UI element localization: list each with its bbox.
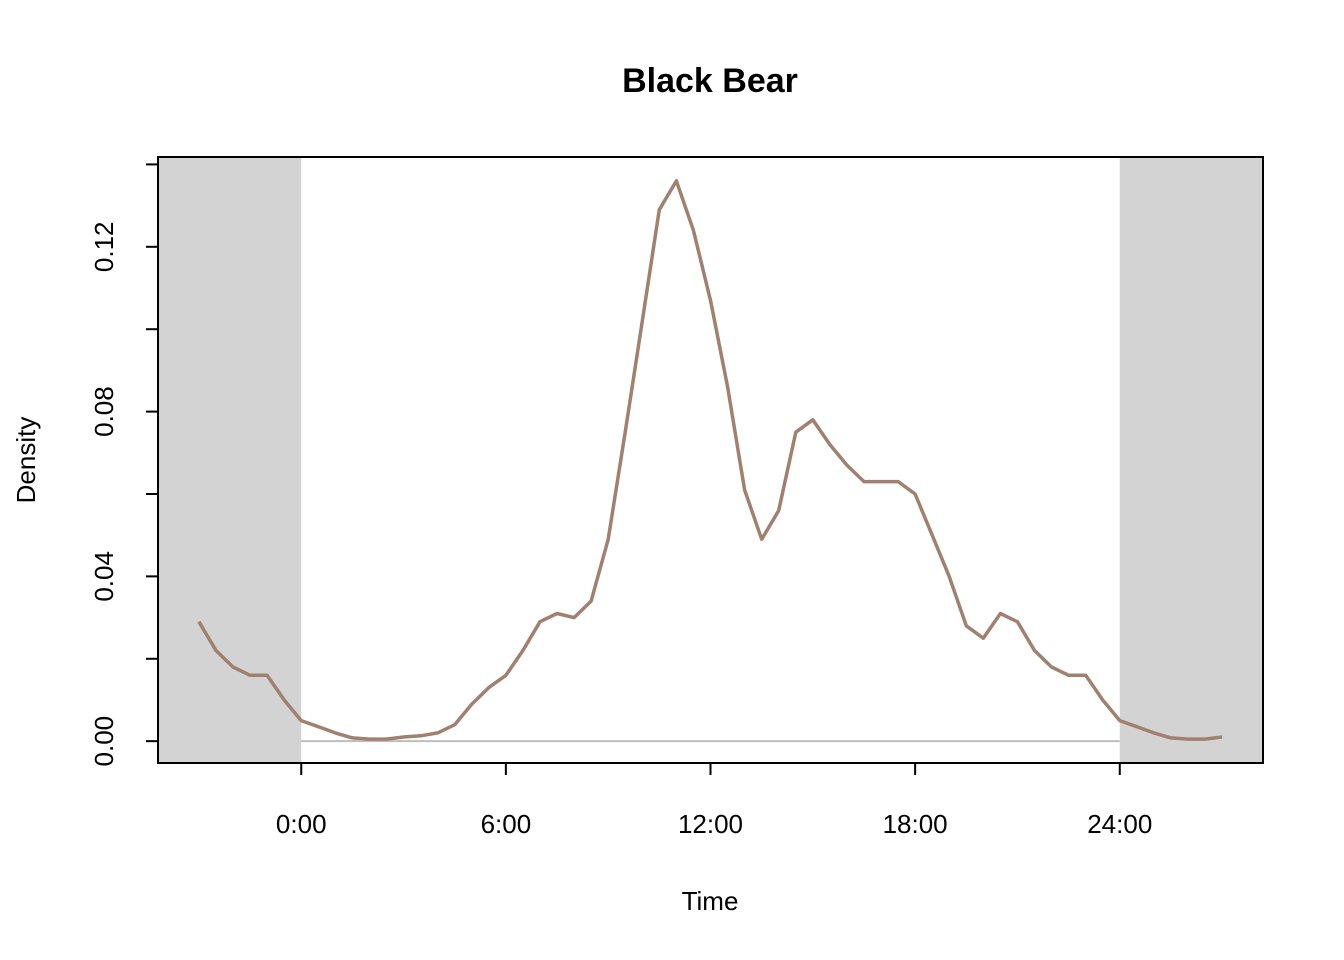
x-tick-label: 12:00 [678, 809, 743, 839]
night-shading [1119, 157, 1263, 763]
x-tick-label: 24:00 [1087, 809, 1152, 839]
x-axis-label: Time [682, 886, 739, 916]
x-tick-label: 18:00 [883, 809, 948, 839]
night-shading [158, 157, 302, 763]
y-tick-label: 0.12 [89, 222, 119, 273]
y-tick-label: 0.08 [89, 386, 119, 437]
x-tick-label: 6:00 [481, 809, 532, 839]
plot-frame [157, 156, 1264, 764]
y-axis-label: Density [11, 417, 41, 504]
chart-title: Black Bear [622, 62, 798, 100]
density-line [197, 179, 1223, 741]
y-tick-label: 0.00 [89, 716, 119, 767]
x-tick-label: 0:00 [276, 809, 327, 839]
y-tick-label: 0.04 [89, 551, 119, 602]
